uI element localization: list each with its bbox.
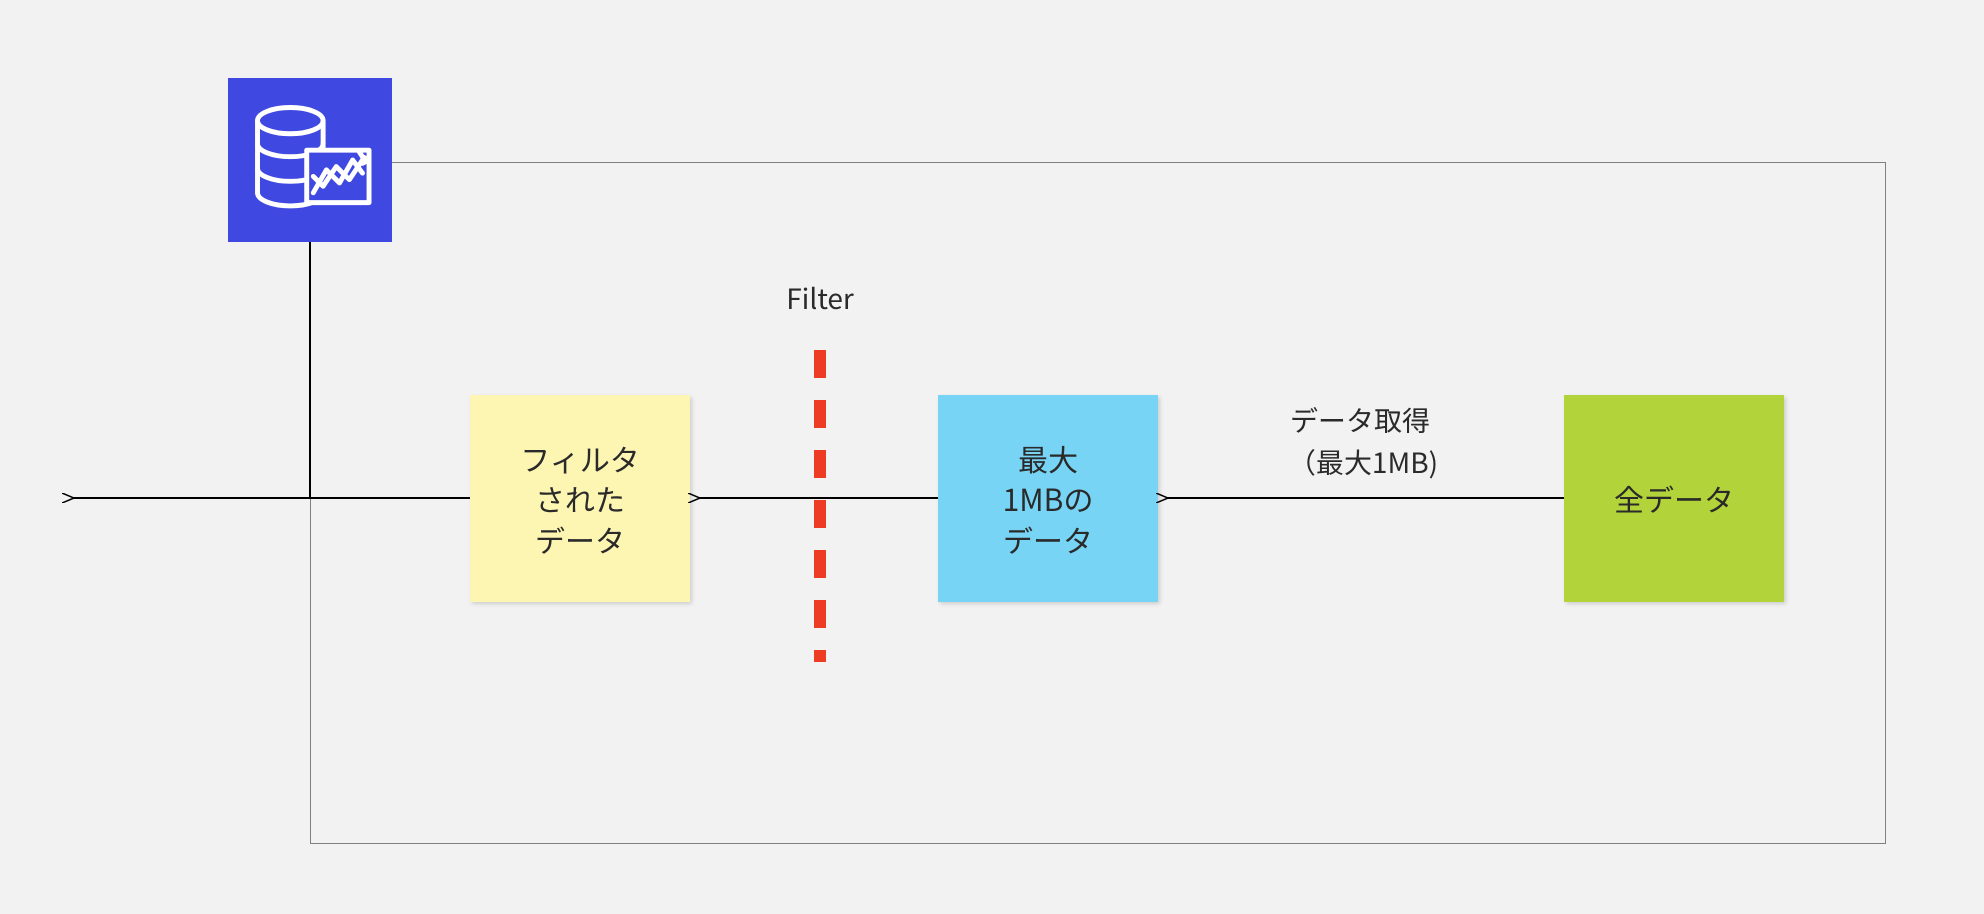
node-all-data: 全データ — [1564, 395, 1784, 602]
node-alldata-label: 全データ — [1614, 478, 1734, 519]
filter-label: Filter — [760, 278, 880, 318]
node-filtered-label: フィルタされたデータ — [520, 438, 639, 560]
node-max1mb-label: 最大1MBのデータ — [1003, 438, 1094, 560]
fetch-label-line1: データ取得 — [1250, 400, 1470, 440]
node-max-1mb-data: 最大1MBのデータ — [938, 395, 1158, 602]
fetch-label-line2: （最大1MB) — [1248, 442, 1478, 482]
diagram-canvas: フィルタされたデータ 最大1MBのデータ 全データ Filter データ取得 （… — [0, 0, 1984, 914]
database-analytics-icon — [228, 78, 392, 242]
node-filtered-data: フィルタされたデータ — [470, 395, 690, 602]
